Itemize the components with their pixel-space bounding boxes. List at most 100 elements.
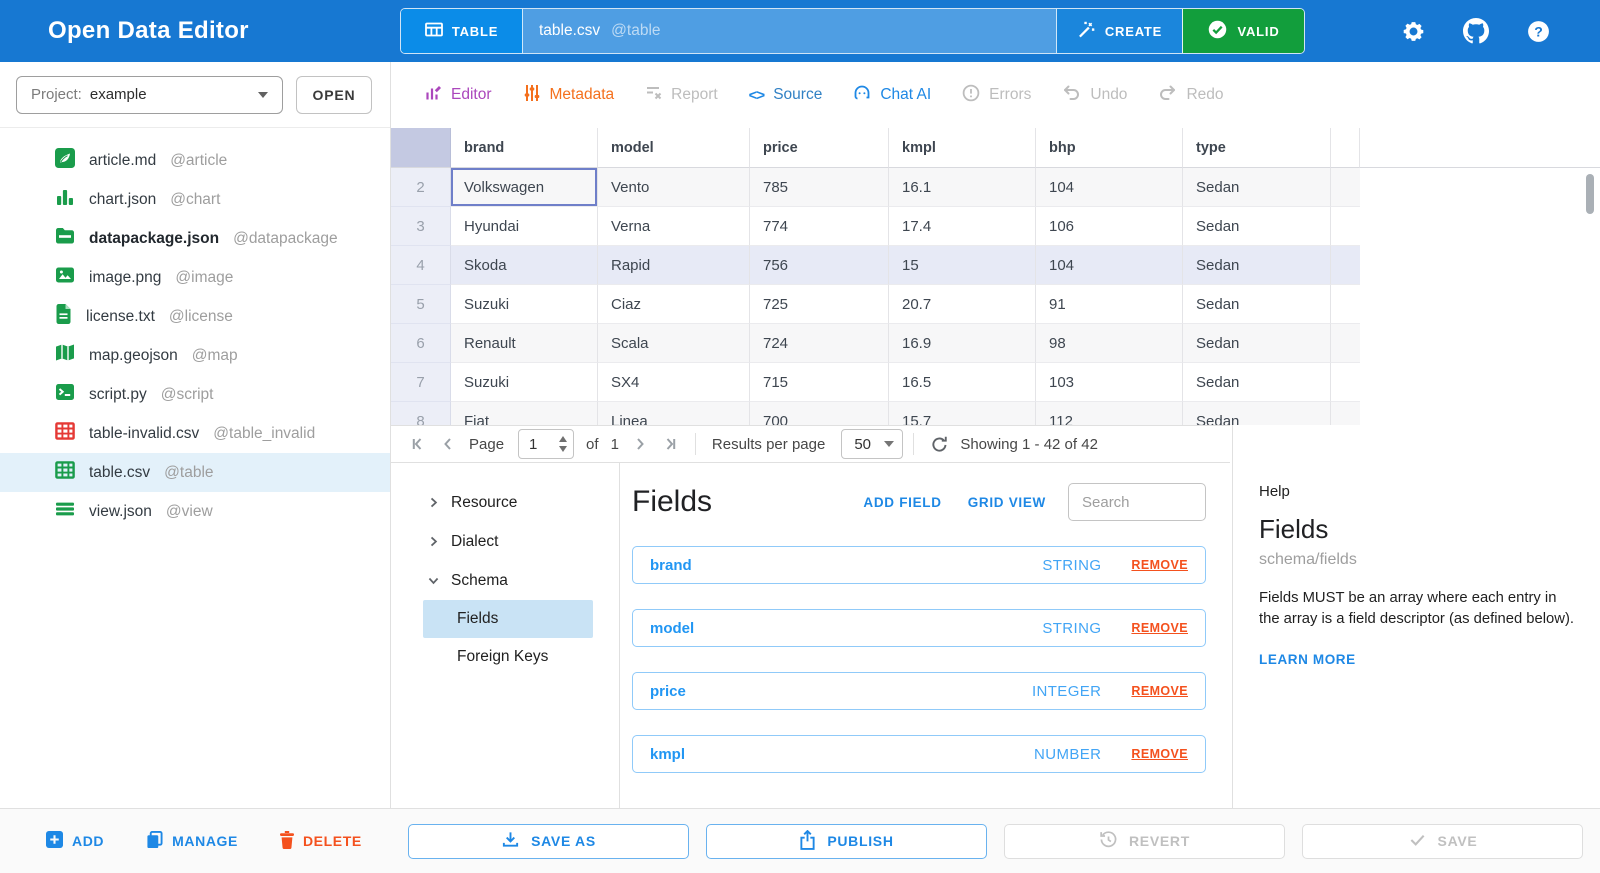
next-page-icon[interactable]	[625, 429, 655, 459]
prev-page-icon[interactable]	[433, 429, 463, 459]
table-cell[interactable]: 104	[1036, 246, 1183, 285]
table-cell[interactable]: Linea	[598, 402, 750, 425]
row-number[interactable]: 4	[391, 246, 451, 285]
table-cell[interactable]: 91	[1036, 285, 1183, 324]
table-cell[interactable]: 112	[1036, 402, 1183, 425]
tab-source[interactable]: <> Source	[749, 86, 823, 104]
file-item-table[interactable]: table.csv @table	[0, 453, 390, 492]
file-item-image[interactable]: image.png @image	[0, 258, 390, 297]
table-cell[interactable]: 15	[889, 246, 1036, 285]
table-cell[interactable]: Suzuki	[451, 285, 598, 324]
file-item-datapackage[interactable]: datapackage.json @datapackage	[0, 219, 390, 258]
column-header[interactable]: bhp	[1036, 128, 1183, 168]
page-size-select[interactable]: 50	[841, 429, 904, 459]
vertical-scrollbar[interactable]	[1586, 174, 1594, 214]
manage-files-button[interactable]: MANAGE	[146, 830, 238, 852]
gear-icon[interactable]	[1401, 19, 1426, 44]
row-number[interactable]: 2	[391, 168, 451, 207]
step-up-icon[interactable]	[559, 436, 568, 442]
table-cell[interactable]: 104	[1036, 168, 1183, 207]
table-cell[interactable]: Sedan	[1183, 207, 1331, 246]
column-header[interactable]: price	[750, 128, 889, 168]
create-button[interactable]: CREATE	[1056, 9, 1182, 53]
table-cell[interactable]: 785	[750, 168, 889, 207]
add-file-button[interactable]: ADD	[46, 831, 104, 851]
column-header[interactable]: kmpl	[889, 128, 1036, 168]
file-item-map[interactable]: map.geojson @map	[0, 336, 390, 375]
table-cell[interactable]: 16.1	[889, 168, 1036, 207]
table-cell[interactable]: 16.5	[889, 363, 1036, 402]
table-cell[interactable]: 16.9	[889, 324, 1036, 363]
table-cell[interactable]: 20.7	[889, 285, 1036, 324]
row-number[interactable]: 6	[391, 324, 451, 363]
tab-chat-ai[interactable]: Chat AI	[853, 84, 931, 107]
row-number[interactable]: 5	[391, 285, 451, 324]
tab-metadata[interactable]: Metadata	[523, 84, 614, 107]
table-cell[interactable]: Sedan	[1183, 324, 1331, 363]
table-cell[interactable]: Scala	[598, 324, 750, 363]
open-project-button[interactable]: OPEN	[296, 75, 372, 114]
tab-report[interactable]: Report	[645, 84, 718, 106]
table-cell[interactable]: Vento	[598, 168, 750, 207]
field-card-price[interactable]: price INTEGER REMOVE	[632, 672, 1206, 710]
valid-button[interactable]: VALID	[1182, 9, 1304, 53]
table-cell[interactable]: 106	[1036, 207, 1183, 246]
last-page-icon[interactable]	[655, 429, 685, 459]
field-card-kmpl[interactable]: kmpl NUMBER REMOVE	[632, 735, 1206, 773]
revert-button[interactable]: REVERT	[1004, 823, 1285, 859]
table-cell[interactable]: Sedan	[1183, 168, 1331, 207]
table-cell[interactable]: 724	[750, 324, 889, 363]
table-cell[interactable]: 725	[750, 285, 889, 324]
file-item-view[interactable]: view.json @view	[0, 492, 390, 531]
table-cell[interactable]: Renault	[451, 324, 598, 363]
page-input[interactable]	[518, 429, 575, 459]
column-header[interactable]: type	[1183, 128, 1331, 168]
table-cell[interactable]: Sedan	[1183, 246, 1331, 285]
table-cell[interactable]: Suzuki	[451, 363, 598, 402]
file-item-chart[interactable]: chart.json @chart	[0, 180, 390, 219]
learn-more-link[interactable]: LEARN MORE	[1259, 651, 1356, 667]
row-number[interactable]: 8	[391, 402, 451, 425]
row-number[interactable]: 7	[391, 363, 451, 402]
grid-corner-cell[interactable]	[391, 128, 451, 168]
project-select[interactable]: Project: example	[16, 75, 283, 114]
table-cell[interactable]: Sedan	[1183, 285, 1331, 324]
table-cell[interactable]: Sedan	[1183, 363, 1331, 402]
table-cell[interactable]: 756	[750, 246, 889, 285]
grid-view-button[interactable]: GRID VIEW	[967, 494, 1046, 510]
delete-file-button[interactable]: DELETE	[279, 830, 362, 852]
remove-field-button[interactable]: REMOVE	[1131, 684, 1188, 698]
tree-item-schema[interactable]: Schema	[391, 561, 619, 600]
table-cell[interactable]: Rapid	[598, 246, 750, 285]
table-cell[interactable]: Skoda	[451, 246, 598, 285]
column-header[interactable]: model	[598, 128, 750, 168]
table-cell[interactable]: 715	[750, 363, 889, 402]
field-card-brand[interactable]: brand STRING REMOVE	[632, 546, 1206, 584]
table-cell[interactable]: 17.4	[889, 207, 1036, 246]
file-item-article[interactable]: article.md @article	[0, 141, 390, 180]
table-cell[interactable]: Verna	[598, 207, 750, 246]
tree-item-foreign-keys[interactable]: Foreign Keys	[423, 638, 593, 676]
table-cell[interactable]: Ciaz	[598, 285, 750, 324]
table-cell[interactable]: Sedan	[1183, 402, 1331, 425]
remove-field-button[interactable]: REMOVE	[1131, 558, 1188, 572]
table-cell[interactable]: 774	[750, 207, 889, 246]
first-page-icon[interactable]	[403, 429, 433, 459]
table-cell[interactable]: Fiat	[451, 402, 598, 425]
row-number[interactable]: 3	[391, 207, 451, 246]
table-cell[interactable]: 700	[750, 402, 889, 425]
page-stepper[interactable]	[556, 429, 570, 459]
search-input[interactable]	[1068, 483, 1206, 521]
save-as-button[interactable]: SAVE AS	[408, 823, 689, 859]
table-cell[interactable]: 15.7	[889, 402, 1036, 425]
table-cell[interactable]: 103	[1036, 363, 1183, 402]
tab-editor[interactable]: Editor	[425, 84, 492, 106]
document-path[interactable]: table.csv @table	[523, 9, 1056, 53]
step-down-icon[interactable]	[559, 446, 568, 452]
table-cell[interactable]: Hyundai	[451, 207, 598, 246]
tree-item-dialect[interactable]: Dialect	[391, 522, 619, 561]
publish-button[interactable]: PUBLISH	[706, 823, 987, 859]
help-icon[interactable]: ?	[1526, 19, 1551, 44]
tab-errors[interactable]: Errors	[962, 84, 1031, 107]
table-cell[interactable]: SX4	[598, 363, 750, 402]
